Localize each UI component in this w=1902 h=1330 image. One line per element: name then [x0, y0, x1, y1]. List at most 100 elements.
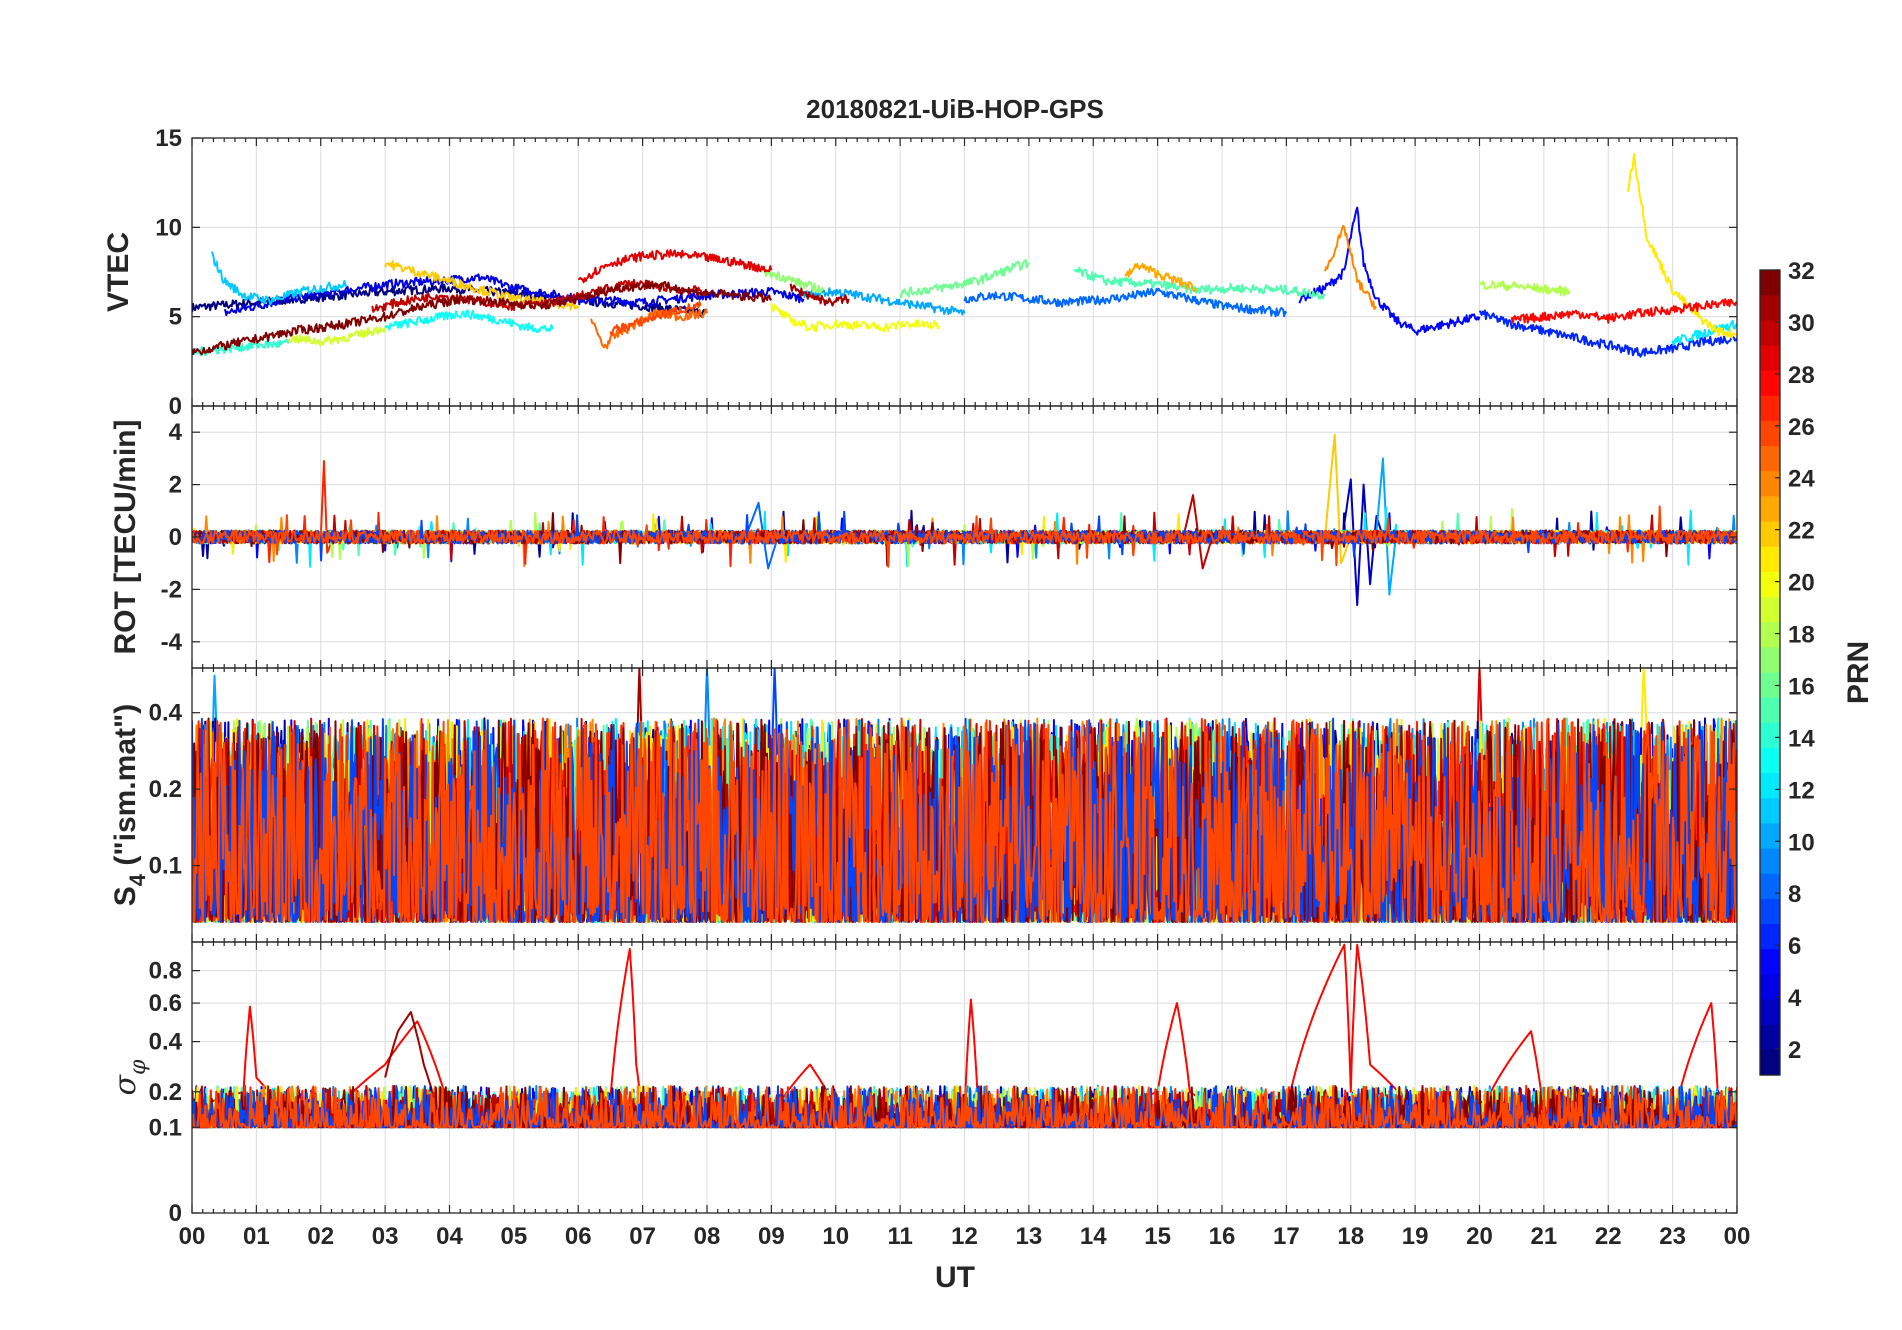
- colorbar-segment: [1760, 949, 1780, 975]
- x-tick-label: 00: [179, 1223, 206, 1250]
- y-label-main: σ: [108, 1073, 143, 1095]
- y-tick-label: 0.2: [149, 1079, 182, 1106]
- colorbar-tick-label: 26: [1788, 414, 1815, 441]
- traces-vtec: [192, 153, 1737, 358]
- y-label-sub: φ: [126, 1059, 151, 1075]
- colorbar-tick-label: 6: [1788, 933, 1801, 960]
- series-prn-24: [1324, 224, 1377, 311]
- colorbar-tick-label: 32: [1788, 258, 1815, 285]
- colorbar-tick-label: 14: [1788, 725, 1815, 752]
- x-tick-label: 13: [1016, 1223, 1043, 1250]
- x-tick-label: 11: [887, 1223, 912, 1250]
- colorbar-tick-label: 22: [1788, 518, 1815, 545]
- x-tick-label: 19: [1402, 1223, 1429, 1250]
- panel-sigma_phi: 0 0.1 0.2 0.4 0.6 0.8 σφ: [108, 941, 1738, 1227]
- series-prn-3: [1343, 478, 1384, 607]
- colorbar-segment: [1760, 848, 1780, 875]
- colorbar-segment: [1760, 420, 1780, 447]
- colorbar-tick-label: 20: [1788, 570, 1815, 597]
- colorbar-segment: [1760, 320, 1780, 347]
- y-tick-label: 0.1: [149, 1114, 182, 1141]
- x-axis: 00 01 02 03 04 05 06 07 08 09 10 11 12 13 14 15 16 17 18 19…: [179, 1223, 1751, 1250]
- x-tick-label: 18: [1337, 1223, 1364, 1250]
- panel-s4: 0.10.20.4S4 ("ism.mat"): [109, 667, 1738, 943]
- series-prn-6: [1478, 309, 1737, 358]
- colorbar-tick-label: 30: [1788, 310, 1815, 337]
- colorbar-segment: [1760, 395, 1780, 422]
- colorbar-segment: [1760, 924, 1780, 950]
- colorbar-segment: [1760, 270, 1780, 296]
- y-tick-label: 15: [155, 125, 182, 152]
- traces-sigma_phi: [192, 943, 1737, 1129]
- x-tick-label: 00: [1724, 1223, 1751, 1250]
- colorbar-segment: [1760, 747, 1780, 774]
- y-tick-label: -2: [161, 576, 182, 603]
- series-prn-31: [789, 283, 850, 307]
- colorbar-segment: [1760, 571, 1780, 598]
- colorbar-segment: [1760, 345, 1780, 372]
- x-tick-label: 07: [629, 1223, 656, 1250]
- y-tick-label: 0.4: [149, 700, 183, 727]
- colorbar-segment: [1760, 722, 1780, 749]
- colorbar-segment: [1760, 622, 1780, 648]
- series-prn-31: [384, 1011, 438, 1109]
- grid-sigma_phi: [191, 942, 1738, 1214]
- colorbar-segment: [1760, 823, 1780, 850]
- colorbar-segment: [1760, 898, 1780, 925]
- colorbar-tick-label: 28: [1788, 362, 1815, 389]
- series-prn-11: [210, 251, 348, 306]
- y-tick-label: 4: [169, 419, 183, 446]
- traces-s4: [192, 668, 1737, 923]
- x-tick-label: 23: [1659, 1223, 1686, 1250]
- colorbar-tick-label: 12: [1788, 777, 1815, 804]
- noise-prn-26: [192, 1085, 1737, 1129]
- colorbar-tick-label: 24: [1788, 466, 1815, 493]
- colorbar-label: PRN: [1842, 641, 1875, 704]
- panels: 0 5 10 15 VTEC -4 -2 0 2 4 ROT [TECU/min] 0.1 0.2 0.4…: [102, 125, 1738, 1227]
- series-prn-20: [770, 302, 940, 333]
- x-tick-label: 03: [372, 1223, 399, 1250]
- colorbar-segment: [1760, 521, 1780, 548]
- colorbar-segment: [1760, 798, 1780, 825]
- y-axis-label-sigma_phi: σφ: [108, 1059, 151, 1095]
- x-tick-label: 21: [1531, 1223, 1558, 1250]
- x-tick-label: 04: [436, 1223, 463, 1250]
- x-tick-label: 09: [758, 1223, 785, 1250]
- y-tick-label: 0.6: [149, 990, 182, 1017]
- series-prn-12: [1671, 319, 1737, 346]
- colorbar-tick-label: 4: [1788, 985, 1802, 1012]
- colorbar-tick-label: 2: [1788, 1037, 1801, 1064]
- panel-rot: -4 -2 0 2 4 ROT [TECU/min]: [109, 405, 1738, 669]
- colorbar-segment: [1760, 295, 1780, 321]
- x-tick-label: 08: [694, 1223, 721, 1250]
- y-label-sub: 4: [125, 873, 150, 886]
- y-tick-label: 0.1: [149, 853, 182, 880]
- series-prn-23: [1124, 262, 1198, 293]
- y-axis-label-vtec: VTEC: [102, 232, 135, 312]
- series-prn-22: [1324, 433, 1352, 565]
- series-prn-26: [609, 301, 702, 336]
- colorbar-frame: [1759, 269, 1781, 1076]
- colorbar-segment: [1760, 647, 1780, 674]
- x-tick-label: 15: [1144, 1223, 1171, 1250]
- series-prn-19: [287, 326, 387, 347]
- series-prn-32: [192, 280, 772, 356]
- series-prn-15: [1073, 266, 1326, 300]
- x-tick-label: 06: [565, 1223, 592, 1250]
- y-tick-label: 10: [155, 214, 182, 241]
- colorbar-segment: [1760, 1049, 1780, 1076]
- y-axis-label-s4: S4 ("ism.mat"): [109, 704, 150, 906]
- traces-rot: [192, 433, 1737, 607]
- series-prn-10: [802, 287, 966, 316]
- y-tick-label: 2: [169, 472, 182, 499]
- y-tick-label: 0: [169, 1200, 182, 1227]
- x-tick-label: 05: [501, 1223, 528, 1250]
- colorbar-segment: [1760, 1024, 1780, 1051]
- colorbar-segment: [1760, 672, 1780, 699]
- colorbar-segment: [1760, 446, 1780, 472]
- series-prn-8: [963, 287, 1288, 318]
- x-tick-label: 17: [1273, 1223, 1300, 1250]
- series-prn-8: [744, 501, 779, 570]
